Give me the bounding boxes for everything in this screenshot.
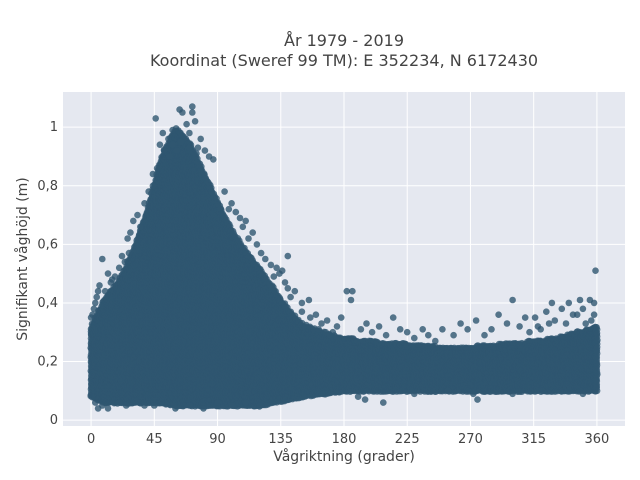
data-points <box>87 103 601 412</box>
